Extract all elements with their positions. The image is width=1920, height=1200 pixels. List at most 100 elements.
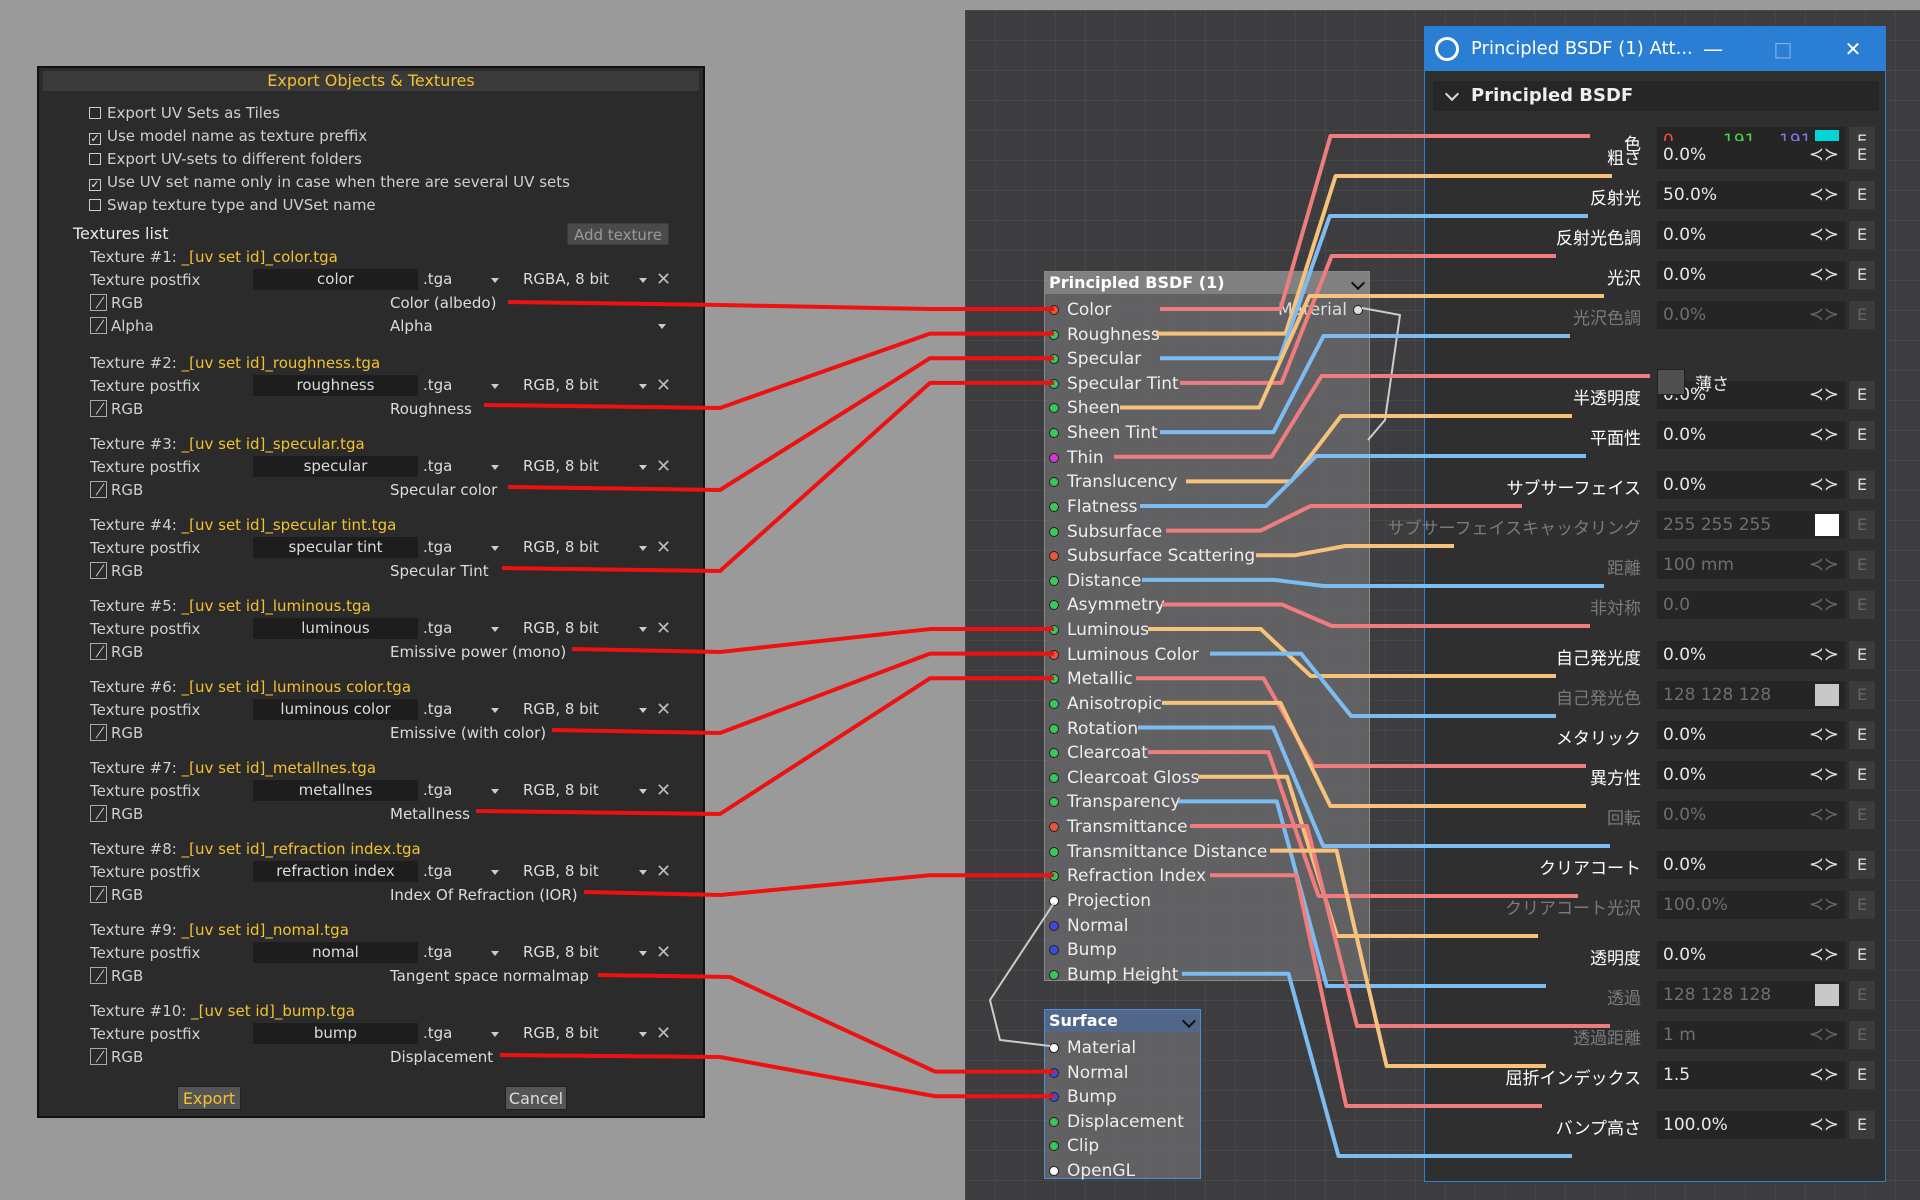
node-input-port[interactable]: Distance (1049, 569, 1141, 593)
e-button[interactable]: E (1849, 981, 1875, 1009)
channel-map-select[interactable]: Metallness (390, 805, 470, 823)
attr-value-field[interactable]: 100.0% ≺≻ (1657, 891, 1845, 919)
port-dot-icon[interactable] (1049, 772, 1059, 783)
material-output-port[interactable]: Material (1278, 298, 1363, 322)
export-option-checkbox[interactable]: ✓ Use model name as texture preffix (89, 125, 367, 147)
port-dot-icon[interactable] (1049, 822, 1059, 833)
slider-arrows-icon[interactable]: ≺≻ (1808, 224, 1839, 245)
extension-select[interactable]: .tga (423, 375, 503, 396)
attr-value-field[interactable]: 1.5 ≺≻ (1657, 1061, 1845, 1089)
cancel-button[interactable]: Cancel (505, 1086, 567, 1110)
postfix-input[interactable]: bump (253, 1023, 418, 1044)
node-input-port[interactable]: Refraction Index (1049, 864, 1206, 888)
node-input-port[interactable]: Normal (1049, 1061, 1129, 1085)
channel-map-select[interactable]: Tangent space normalmap (390, 967, 589, 985)
e-button[interactable]: E (1849, 471, 1875, 499)
port-dot-icon[interactable] (1049, 674, 1059, 685)
remove-texture-icon[interactable]: ✕ (656, 699, 672, 720)
e-button[interactable]: E (1849, 641, 1875, 669)
node-input-port[interactable]: Clearcoat (1049, 741, 1148, 765)
channel-map-select[interactable]: Color (albedo) (390, 294, 497, 312)
channel-map-select[interactable]: Roughness (390, 400, 472, 418)
port-dot-icon[interactable] (1049, 526, 1059, 537)
format-select[interactable]: RGB, 8 bit (523, 537, 649, 558)
export-option-checkbox[interactable]: Export UV Sets as Tiles (89, 102, 280, 124)
remove-texture-icon[interactable]: ✕ (656, 269, 672, 290)
remove-texture-icon[interactable]: ✕ (656, 780, 672, 801)
channel-map-select[interactable]: Specular Tint (390, 562, 489, 580)
channel-checkbox[interactable] (90, 317, 107, 334)
port-dot-icon[interactable] (1049, 329, 1059, 340)
slider-arrows-icon[interactable]: ≺≻ (1808, 1114, 1839, 1135)
slider-arrows-icon[interactable]: ≺≻ (1808, 554, 1839, 575)
node-input-port[interactable]: Bump (1049, 938, 1117, 962)
postfix-input[interactable]: color (253, 269, 418, 290)
surface-node[interactable]: Surface Material Normal Bump Displacement Cl… (1044, 1009, 1201, 1181)
extension-select[interactable]: .tga (423, 269, 503, 290)
port-dot-icon[interactable] (1049, 575, 1059, 586)
node-input-port[interactable]: Luminous Color (1049, 643, 1199, 667)
port-dot-icon[interactable] (1049, 920, 1059, 931)
slider-arrows-icon[interactable]: ≺≻ (1808, 264, 1839, 285)
format-select[interactable]: RGB, 8 bit (523, 456, 649, 477)
port-dot-icon[interactable] (1049, 1067, 1059, 1078)
principled-bsdf-node[interactable]: Principled BSDF (1) Material Color Roughn… (1044, 271, 1370, 985)
remove-texture-icon[interactable]: ✕ (656, 942, 672, 963)
channel-map-select[interactable]: Emissive (with color) (390, 724, 547, 742)
extension-select[interactable]: .tga (423, 618, 503, 639)
e-button[interactable]: E (1849, 261, 1875, 289)
bsdf-node-title[interactable]: Principled BSDF (1) (1045, 272, 1369, 294)
node-input-port[interactable]: Translucency (1049, 470, 1177, 494)
attr-value-field[interactable]: 0.0 ≺≻ (1657, 591, 1845, 619)
postfix-input[interactable]: specular tint (253, 537, 418, 558)
node-input-port[interactable]: Projection (1049, 889, 1151, 913)
port-dot-icon[interactable] (1049, 1141, 1059, 1152)
maximize-icon[interactable]: □ (1773, 37, 1793, 61)
attr-value-field[interactable]: 100 mm ≺≻ (1657, 551, 1845, 579)
node-input-port[interactable]: Transparency (1049, 790, 1180, 814)
slider-arrows-icon[interactable]: ≺≻ (1808, 594, 1839, 615)
color-swatch[interactable] (1815, 984, 1839, 1006)
surface-node-title[interactable]: Surface (1045, 1010, 1200, 1032)
e-button[interactable]: E (1849, 551, 1875, 579)
thin-checkbox[interactable] (1657, 369, 1685, 395)
channel-checkbox[interactable] (90, 724, 107, 741)
extension-select[interactable]: .tga (423, 456, 503, 477)
channel-checkbox[interactable] (90, 967, 107, 984)
attr-value-field[interactable]: 50.0% ≺≻ (1657, 181, 1845, 209)
node-input-port[interactable]: Transmittance Distance (1049, 840, 1267, 864)
channel-checkbox[interactable] (90, 294, 107, 311)
format-select[interactable]: RGB, 8 bit (523, 861, 649, 882)
format-select[interactable]: RGB, 8 bit (523, 699, 649, 720)
port-dot-icon[interactable] (1049, 378, 1059, 389)
attr-value-field[interactable]: 0.0% ≺≻ (1657, 301, 1845, 329)
export-button[interactable]: Export (177, 1086, 241, 1110)
remove-texture-icon[interactable]: ✕ (656, 375, 672, 396)
port-dot-icon[interactable] (1049, 871, 1059, 882)
channel-checkbox[interactable] (90, 481, 107, 498)
node-input-port[interactable]: Bump Height (1049, 963, 1178, 987)
e-button[interactable]: E (1849, 941, 1875, 969)
slider-arrows-icon[interactable]: ≺≻ (1808, 644, 1839, 665)
node-input-port[interactable]: Anisotropic (1049, 692, 1162, 716)
node-input-port[interactable]: Displacement (1049, 1110, 1184, 1134)
attr-value-field[interactable]: 0.0% ≺≻ (1657, 421, 1845, 449)
port-dot-icon[interactable] (1049, 723, 1059, 734)
format-select[interactable]: RGB, 8 bit (523, 618, 649, 639)
remove-texture-icon[interactable]: ✕ (656, 1023, 672, 1044)
e-button[interactable]: E (1849, 891, 1875, 919)
node-input-port[interactable]: Flatness (1049, 495, 1138, 519)
port-dot-icon[interactable] (1049, 403, 1059, 414)
node-input-port[interactable]: OpenGL (1049, 1159, 1135, 1183)
postfix-input[interactable]: specular (253, 456, 418, 477)
color-swatch[interactable] (1815, 684, 1839, 706)
port-dot-icon[interactable] (1049, 428, 1059, 439)
node-input-port[interactable]: Metallic (1049, 667, 1133, 691)
attr-value-field[interactable]: 0.0% ≺≻ (1657, 801, 1845, 829)
node-input-port[interactable]: Bump (1049, 1085, 1117, 1109)
format-select[interactable]: RGBA, 8 bit (523, 269, 649, 290)
node-input-port[interactable]: Specular (1049, 347, 1141, 371)
postfix-input[interactable]: luminous (253, 618, 418, 639)
slider-arrows-icon[interactable]: ≺≻ (1808, 854, 1839, 875)
slider-arrows-icon[interactable]: ≺≻ (1808, 1024, 1839, 1045)
